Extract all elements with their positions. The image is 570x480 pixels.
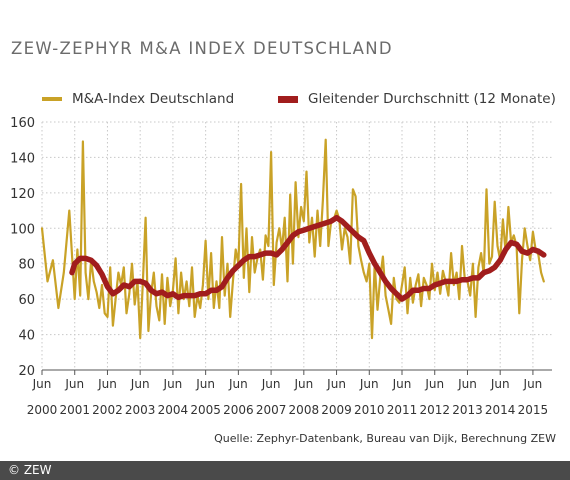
x-tick-label-month: Jun <box>228 377 248 391</box>
x-tick-label-year: 2002 <box>92 403 123 417</box>
legend-item-index: M&A-Index Deutschland <box>42 91 234 107</box>
legend-label-average: Gleitender Durchschnitt (12 Monate) <box>308 91 556 107</box>
x-tick-label-year: 2008 <box>289 403 320 417</box>
x-tick-label-year: 2000 <box>27 403 58 417</box>
y-tick-label: 60 <box>18 293 35 308</box>
legend-label-index: M&A-Index Deutschland <box>72 91 235 107</box>
x-tick-label-month: Jun <box>261 377 281 391</box>
x-tick-label-month: Jun <box>293 377 313 391</box>
legend-swatch-index <box>42 97 62 101</box>
x-tick-label-year: 2012 <box>419 403 450 417</box>
x-tick-label-month: Jun <box>163 377 183 391</box>
chart-title: ZEW-ZEPHYR M&A INDEX DEUTSCHLAND <box>11 39 393 58</box>
x-tick-label-month: Jun <box>424 377 444 391</box>
x-tick-label-year: 2003 <box>125 403 156 417</box>
x-tick-label-month: Jun <box>195 377 215 391</box>
x-tick-label-year: 2001 <box>59 403 90 417</box>
x-tick-label-month: Jun <box>32 377 52 391</box>
copyright-label: © ZEW <box>8 463 52 477</box>
x-tick-label-year: 2007 <box>256 403 287 417</box>
source-note: Quelle: Zephyr-Datenbank, Bureau van Dij… <box>214 432 556 445</box>
y-tick-label: 160 <box>10 116 35 131</box>
footer-bar: © ZEW <box>0 461 570 480</box>
x-tick-label-month: Jun <box>490 377 510 391</box>
x-tick-label-month: Jun <box>97 377 117 391</box>
x-tick-label-month: Jun <box>392 377 412 391</box>
x-tick-label-year: 2004 <box>158 403 189 417</box>
x-tick-label-month: Jun <box>523 377 543 391</box>
x-tick-label-year: 2014 <box>485 403 516 417</box>
x-tick-label-year: 2005 <box>190 403 221 417</box>
x-tick-label-year: 2015 <box>518 403 549 417</box>
legend-item-average: Gleitender Durchschnitt (12 Monate) <box>278 91 556 107</box>
y-tick-label: 20 <box>18 364 35 379</box>
y-tick-label: 80 <box>18 258 35 273</box>
x-tick-label-month: Jun <box>359 377 379 391</box>
chart-plot: 20 40 60 80 100 120 140 160 Jun 2000 Jun 2001 Jun 200… <box>10 116 552 417</box>
x-tick-label-year: 2010 <box>354 403 385 417</box>
y-tick-label: 120 <box>10 187 35 202</box>
average-series-line <box>69 214 547 302</box>
x-tick-label-month: Jun <box>130 377 150 391</box>
x-tick-label-year: 2009 <box>321 403 352 417</box>
index-series-line <box>40 138 545 340</box>
x-tick-label-month: Jun <box>326 377 346 391</box>
x-tick-label-year: 2011 <box>387 403 418 417</box>
y-tick-label: 100 <box>10 222 35 237</box>
legend-swatch-average <box>278 95 298 103</box>
y-tick-label: 40 <box>18 329 35 344</box>
x-tick-label-month: Jun <box>457 377 477 391</box>
x-tick-label-month: Jun <box>64 377 84 391</box>
x-tick-label-year: 2013 <box>452 403 483 417</box>
y-tick-label: 140 <box>10 151 35 166</box>
x-tick-label-year: 2006 <box>223 403 254 417</box>
